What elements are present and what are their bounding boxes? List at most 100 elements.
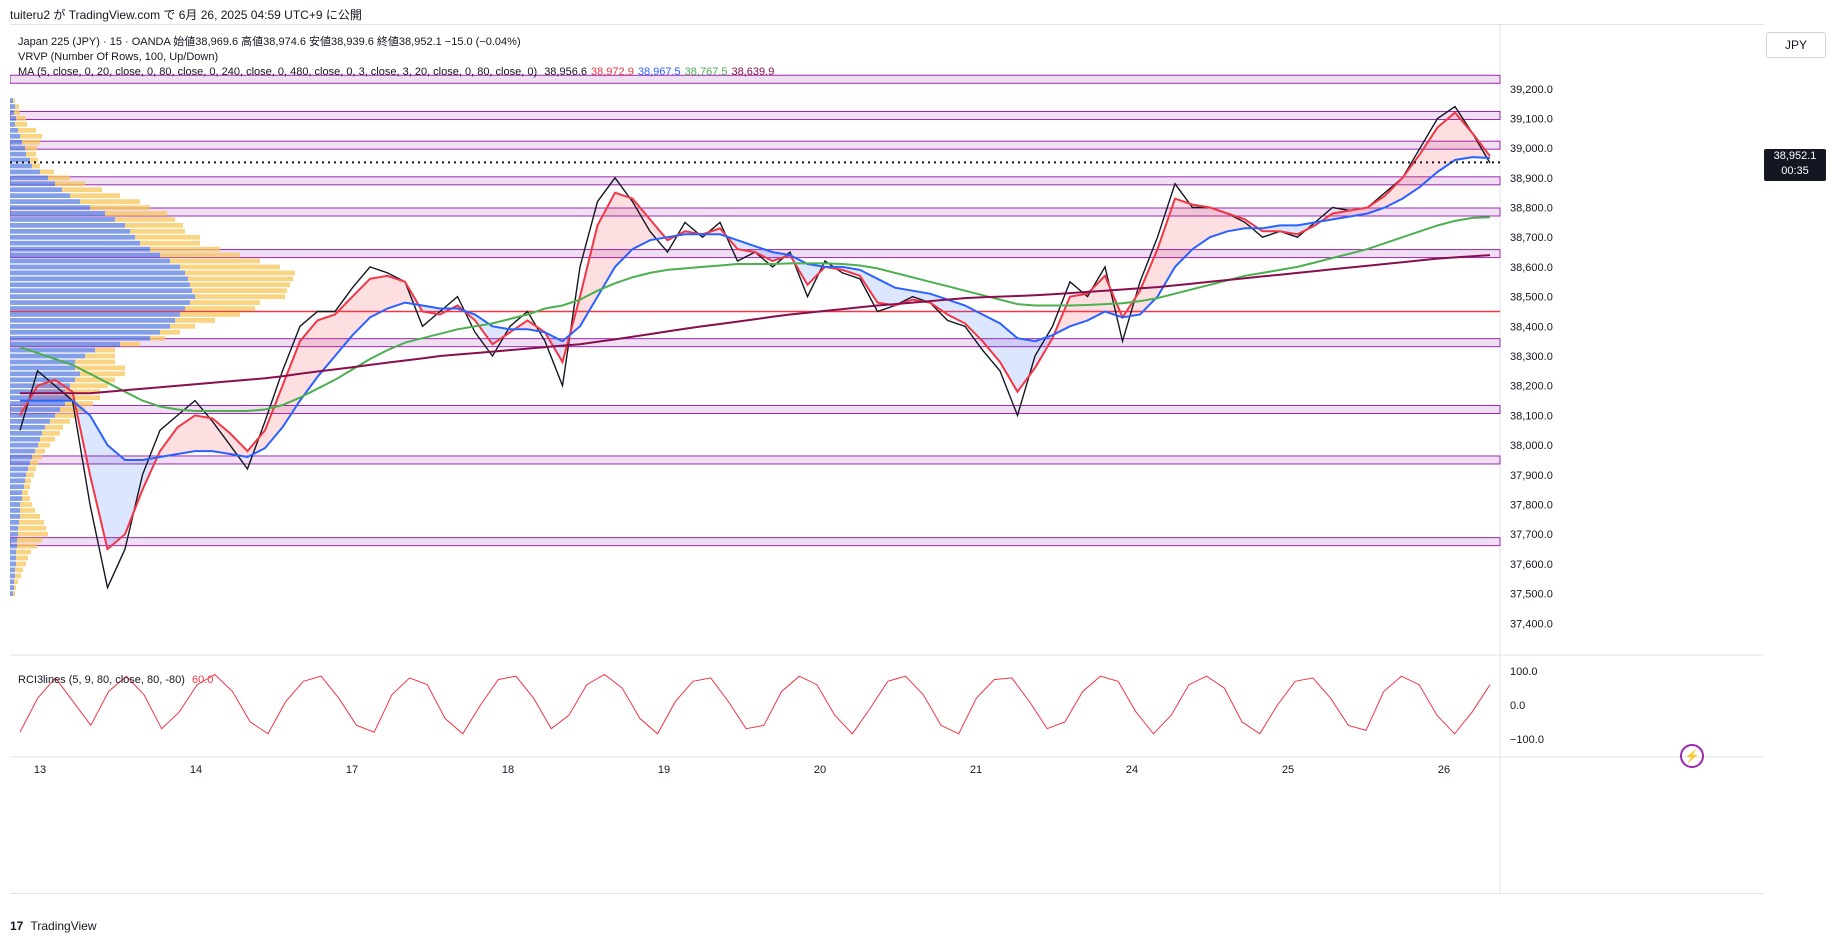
vp-up-bar: [10, 270, 185, 276]
vp-up-bar: [10, 104, 15, 109]
ma-cloud-segment: [387, 275, 405, 309]
price-tick-label: 39,000.0: [1510, 143, 1553, 155]
vp-down-bar: [40, 169, 54, 175]
rci-legend: RCI3lines (5, 9, 80, close, 80, -80) 60.…: [18, 673, 213, 687]
vp-down-bar: [62, 187, 102, 193]
tradingview-logo: 17: [10, 919, 24, 933]
price-tick-label: 38,600.0: [1510, 262, 1553, 274]
vp-up-bar: [10, 151, 26, 157]
vp-down-bar: [105, 211, 167, 216]
vp-down-bar: [14, 579, 18, 585]
vp-down-bar: [16, 561, 26, 567]
ma-cloud-segment: [1175, 198, 1193, 267]
vp-down-bar: [40, 436, 55, 442]
vp-up-bar: [10, 258, 170, 264]
vp-up-bar: [10, 211, 105, 216]
vp-up-bar: [10, 543, 17, 549]
vp-down-bar: [70, 193, 120, 199]
vp-down-bar: [22, 496, 30, 501]
tradingview-brand: TradingView: [30, 919, 97, 933]
vp-up-bar: [10, 329, 160, 335]
vp-down-bar: [20, 133, 42, 139]
chart-frame[interactable]: 39,200.0 39,100.0 39,000.0 38,900.0 38,800.0…: [10, 24, 1764, 894]
ma-cloud-segment: [1192, 204, 1210, 250]
vp-up-bar: [10, 264, 180, 270]
ma-cloud-segment: [55, 379, 73, 401]
vp-down-bar: [20, 502, 32, 507]
series-ma_mid: [20, 156, 1491, 461]
vp-up-bar: [10, 490, 22, 496]
vp-up-bar: [10, 145, 25, 151]
ma-cloud-segment: [947, 299, 965, 324]
ma-value-4: 38,639.9: [731, 66, 775, 78]
time-tick-label: 13: [34, 764, 46, 776]
bar-countdown: 00:35: [1781, 165, 1809, 178]
vp-down-bar: [17, 543, 37, 549]
vp-up-bar: [10, 169, 40, 175]
vp-up-bar: [10, 181, 55, 187]
vp-up-bar: [10, 573, 15, 579]
ma-cloud-segment: [965, 305, 983, 342]
vp-up-bar: [10, 228, 130, 234]
vp-up-bar: [10, 335, 150, 341]
vp-down-bar: [13, 591, 15, 596]
vp-down-bar: [185, 270, 295, 276]
currency-selector[interactable]: JPY: [1766, 32, 1826, 58]
vp-down-bar: [160, 252, 240, 258]
ma-cloud-segment: [1000, 323, 1018, 392]
vp-up-bar: [10, 531, 18, 537]
vp-down-bar: [30, 157, 38, 163]
vp-down-bar: [115, 217, 175, 222]
ma-cloud-segment: [615, 192, 633, 267]
price-tick-label: 37,800.0: [1510, 500, 1553, 512]
vp-up-bar: [10, 347, 95, 353]
vp-up-bar: [10, 567, 15, 573]
time-tick-label: 19: [658, 764, 670, 776]
vp-down-bar: [160, 329, 180, 335]
vp-down-bar: [26, 472, 34, 478]
vp-down-bar: [25, 145, 37, 151]
vp-up-bar: [10, 484, 24, 490]
ma-cloud-segment: [300, 320, 318, 401]
vp-down-bar: [22, 490, 28, 496]
vp-down-bar: [13, 98, 15, 104]
vp-up-bar: [10, 525, 18, 531]
vp-down-bar: [75, 377, 115, 383]
vp-up-bar: [10, 502, 20, 507]
price-tick-label: 37,900.0: [1510, 470, 1553, 482]
vp-down-bar: [192, 288, 287, 294]
price-tick-label: 39,100.0: [1510, 113, 1553, 125]
price-tick-label: 38,500.0: [1510, 292, 1553, 304]
vp-up-bar: [10, 318, 175, 323]
vp-down-bar: [32, 454, 42, 460]
main-chart[interactable]: 39,200.0 39,100.0 39,000.0 38,900.0 38,800.0…: [10, 25, 1764, 893]
lightning-icon[interactable]: ⚡: [1680, 744, 1704, 768]
ma-cloud-segment: [1157, 198, 1175, 297]
vp-up-bar: [10, 300, 190, 305]
ma-value-3: 38,767.5: [684, 66, 728, 78]
ma-cloud-segment: [1437, 112, 1455, 172]
time-tick-label: 20: [814, 764, 826, 776]
vp-up-bar: [10, 163, 32, 169]
vp-up-bar: [10, 252, 160, 258]
vp-down-bar: [15, 122, 27, 127]
price-zone-4: [10, 207, 1501, 217]
vp-up-bar: [10, 240, 140, 246]
vp-up-bar: [10, 407, 60, 412]
time-tick-label: 26: [1438, 764, 1450, 776]
ma-cloud-segment: [90, 415, 108, 550]
ma-legend: MA (5, close, 0, 20, close, 0, 80, close…: [18, 65, 774, 79]
vp-up-bar: [10, 127, 18, 133]
vp-down-bar: [185, 306, 255, 311]
vp-down-bar: [95, 347, 115, 353]
vp-up-bar: [10, 133, 20, 139]
vp-down-bar: [22, 139, 40, 145]
vp-down-bar: [14, 110, 20, 115]
vp-up-bar: [10, 436, 40, 442]
ma-cloud-segment: [580, 225, 598, 327]
vp-up-bar: [10, 246, 150, 252]
last-price-label: 38,952.1 00:35: [1764, 149, 1826, 182]
vp-up-bar: [10, 549, 16, 555]
rci-line: [19, 673, 1491, 735]
vp-down-bar: [26, 151, 36, 157]
